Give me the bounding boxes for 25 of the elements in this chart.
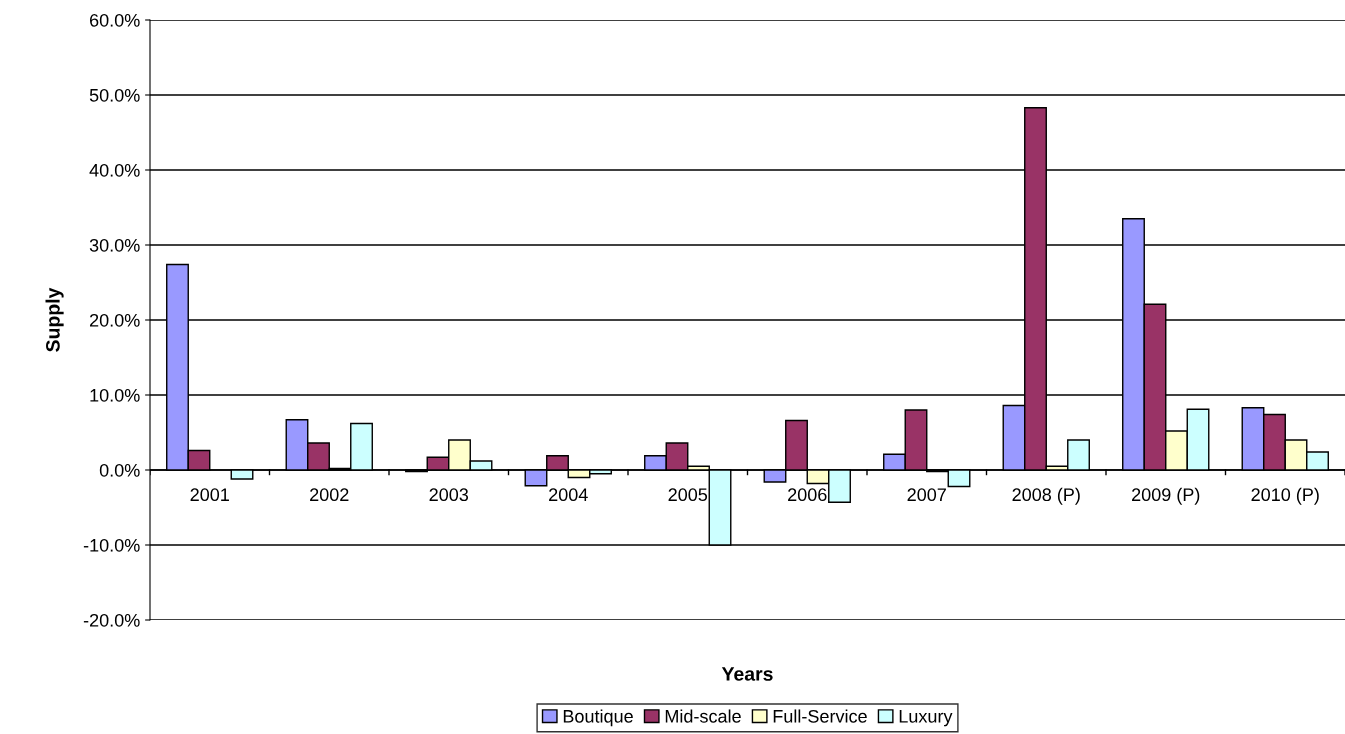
x-tick-label: 2003 [429, 488, 469, 502]
y-tick-label: 0.0% [99, 463, 140, 477]
y-tick-label: -10.0% [83, 538, 140, 552]
x-axis-title: Years [721, 667, 773, 681]
y-tick-label: 20.0% [89, 313, 140, 327]
x-tick-label: 2001 [190, 488, 229, 502]
y-axis-title: Supply [45, 287, 64, 352]
y-tick-label: 50.0% [89, 88, 140, 102]
legend-label: Mid-scale [665, 709, 741, 723]
x-tick-label: 2007 [907, 488, 946, 502]
x-tick-label: 2005 [668, 488, 708, 502]
legend-label: Full-Service [773, 709, 867, 723]
x-tick-label: 2004 [549, 488, 588, 502]
legend-label: Boutique [563, 709, 633, 727]
x-tick-label: 2006 [788, 488, 827, 502]
y-tick-label: 10.0% [90, 388, 140, 402]
x-tick-label: 2008 (P) [1012, 487, 1080, 505]
x-tick-label: 2010 (P) [1251, 487, 1319, 505]
x-tick-label: 2009 (P) [1132, 487, 1200, 505]
y-tick-label: 60.0% [90, 13, 140, 27]
y-tick-label: 30.0% [89, 238, 140, 252]
x-tick-label: 2002 [310, 488, 349, 502]
y-tick-label: -20.0% [83, 613, 140, 627]
y-tick-label: 40.0% [89, 163, 140, 177]
legend-label: Luxury [899, 710, 953, 727]
